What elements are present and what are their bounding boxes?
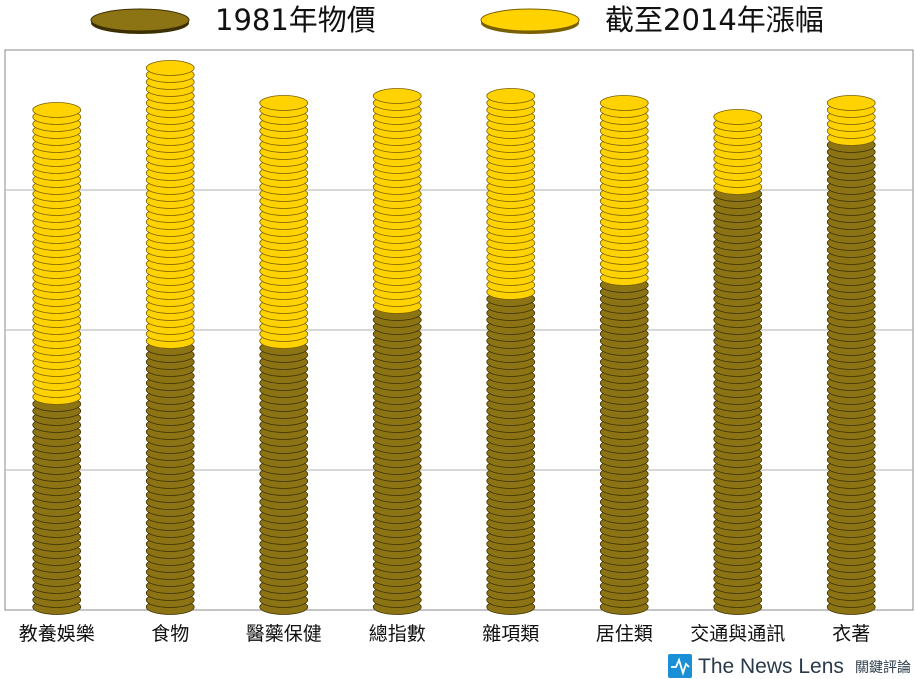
legend-label: 1981年物價 [215, 3, 376, 37]
category-label: 居住類 [596, 623, 653, 645]
coin-stack [826, 95, 876, 615]
coin-increase [599, 95, 649, 111]
category-label: 雜項類 [482, 623, 539, 645]
legend-coin [480, 8, 580, 32]
legend-label: 截至2014年漲幅 [605, 3, 824, 37]
category-label: 醫藥保健 [246, 623, 322, 645]
legend: 1981年物價 截至2014年漲幅 [90, 3, 824, 37]
coin-increase [713, 109, 763, 125]
brand-name: The News Lens [698, 655, 844, 678]
pulse-line [671, 657, 690, 676]
coin-increase [486, 88, 536, 104]
coin-stack [145, 60, 195, 615]
legend-item-base: 1981年物價 [90, 3, 376, 37]
coin-increase [145, 60, 195, 76]
coin-stack [713, 109, 763, 615]
coin-increase [826, 95, 876, 111]
coin-stack [259, 95, 309, 615]
coin-stack [32, 102, 82, 615]
brand-subtitle: 關鍵評論 [855, 660, 911, 676]
coin-increase [259, 95, 309, 111]
category-label: 食物 [151, 623, 189, 645]
legend-item-increase: 截至2014年漲幅 [480, 3, 824, 37]
coin-stack [486, 88, 536, 615]
category-label: 衣著 [832, 623, 870, 645]
category-label: 交通與通訊 [690, 623, 785, 645]
category-labels: 教養娛樂 食物 醫藥保健 總指數 雜項類 居住類 交通與通訊 衣著 [19, 623, 871, 645]
plot-area [4, 49, 914, 615]
coin-increase [372, 88, 422, 104]
legend-coin [90, 8, 190, 32]
brand-logo: The News Lens 關鍵評論 [668, 654, 911, 678]
coin-stack [372, 88, 422, 615]
coin-stack [599, 95, 649, 615]
category-label: 總指數 [369, 623, 426, 645]
category-label: 教養娛樂 [19, 623, 95, 645]
coin-increase [32, 102, 82, 118]
